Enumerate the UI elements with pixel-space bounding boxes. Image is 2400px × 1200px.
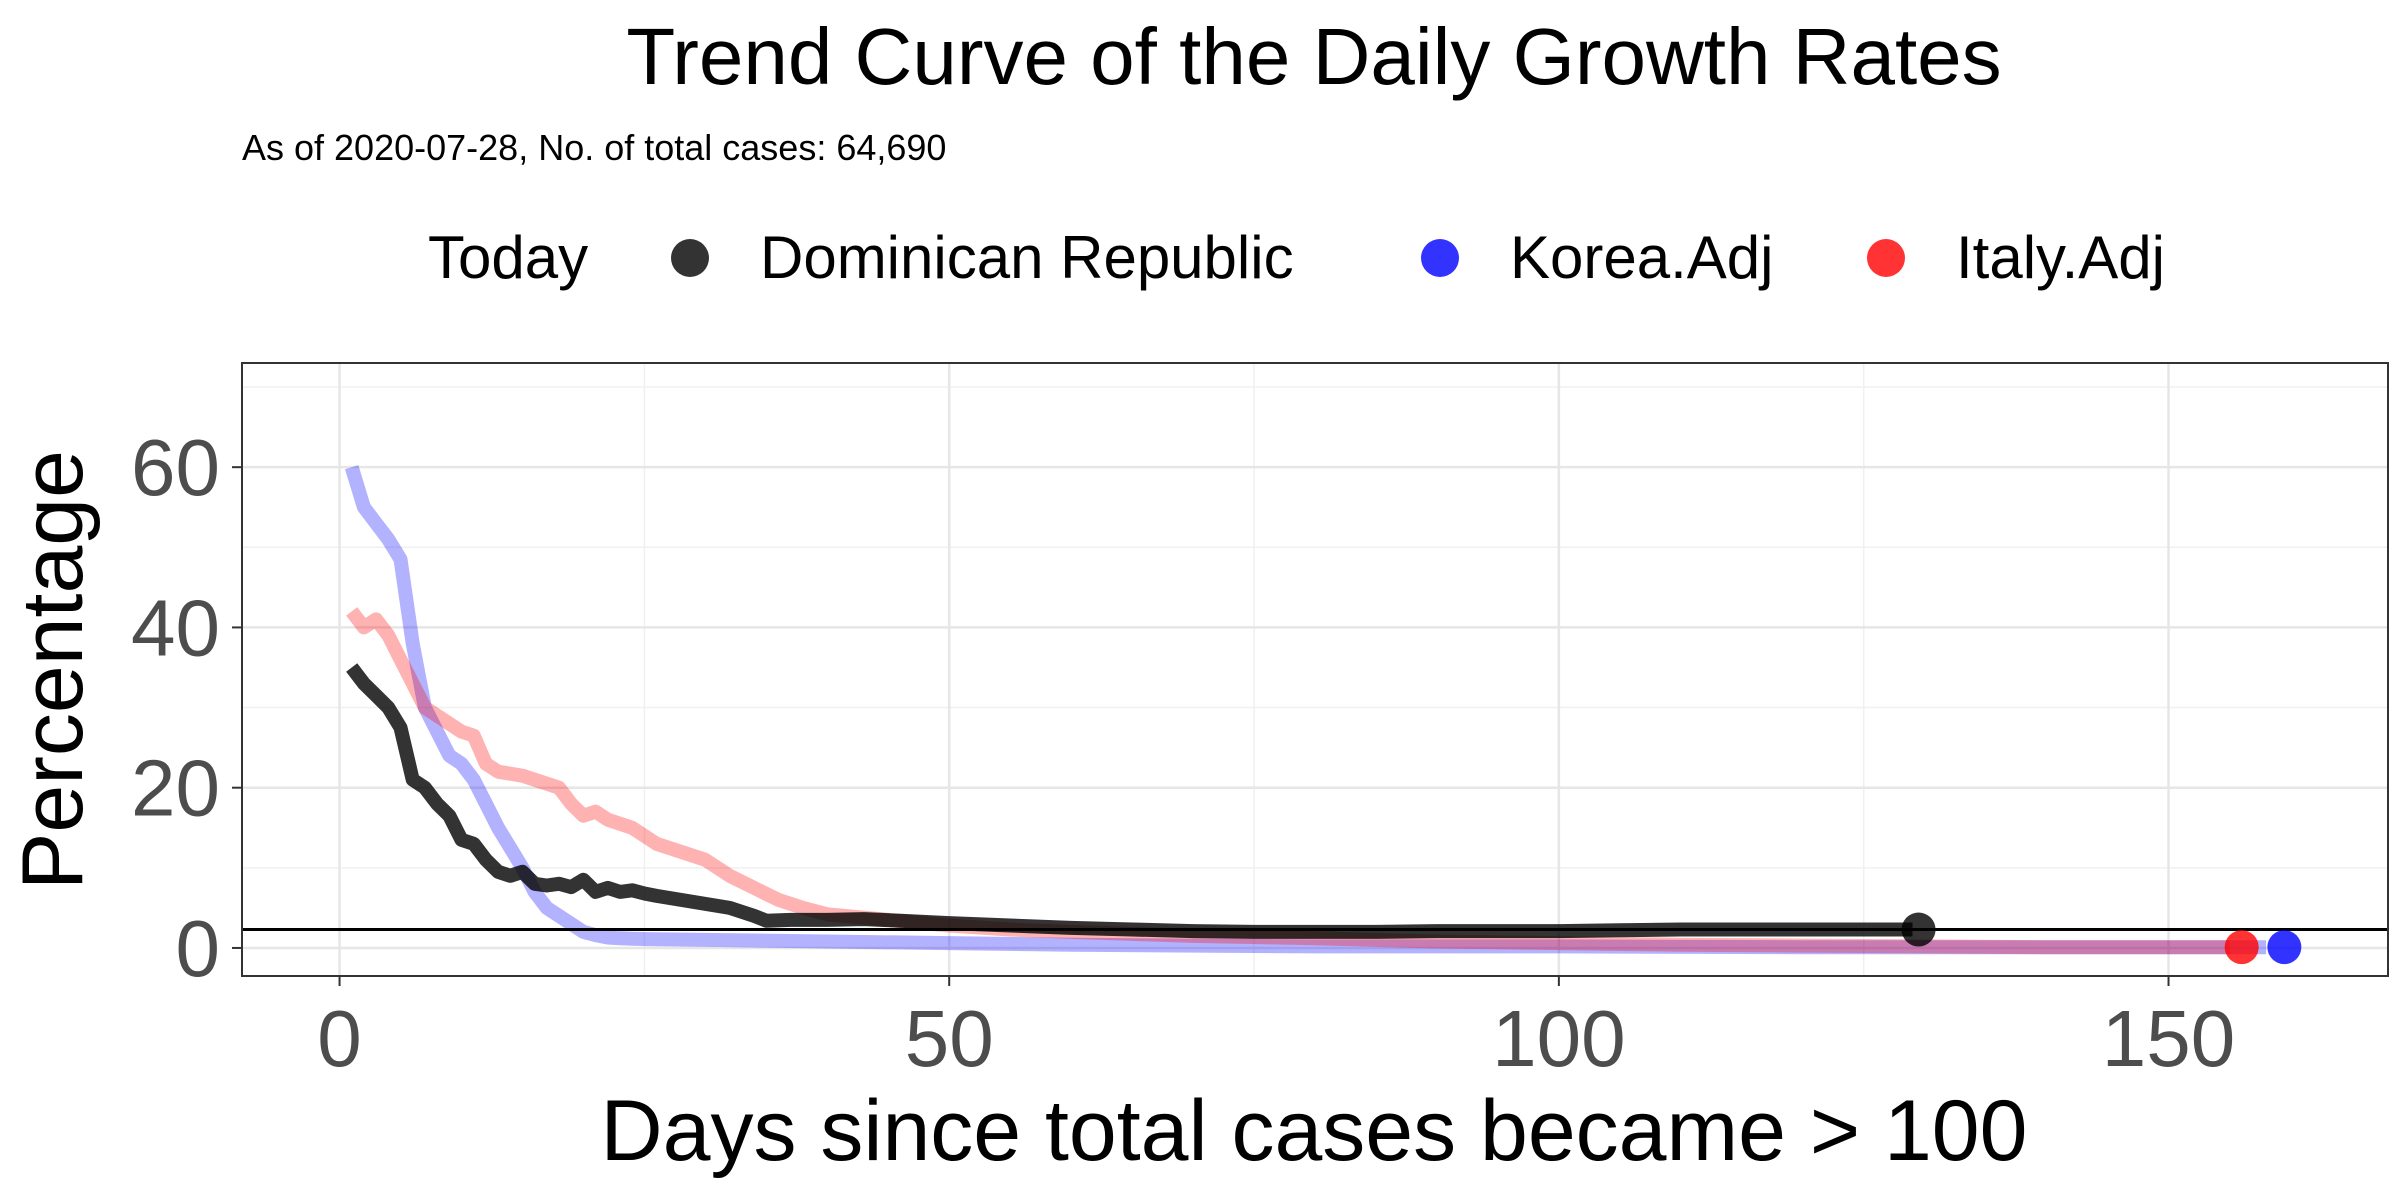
legend-label-italy-adj: Italy.Adj (1956, 224, 2165, 291)
y-tick-label: 0 (176, 904, 221, 993)
legend: Today Dominican Republic Korea.Adj Italy.A… (428, 224, 2165, 291)
x-tick-label: 0 (317, 994, 362, 1083)
x-tick-label: 50 (905, 994, 994, 1083)
y-tick-label: 20 (131, 744, 220, 833)
today-point-dominican-republic (1901, 912, 1936, 947)
x-tick-label: 150 (2102, 994, 2235, 1083)
series-line-korea-adj (345, 465, 2267, 955)
legend-title: Today (428, 224, 588, 291)
chart-title: Trend Curve of the Daily Growth Rates (626, 12, 2001, 101)
today-point-korea-adj (2267, 930, 2302, 965)
x-axis-title: Days since total cases became > 100 (601, 1083, 2028, 1179)
legend-label-dominican-republic: Dominican Republic (760, 224, 1294, 291)
plot-border (241, 362, 2389, 977)
x-tick-label: 100 (1492, 994, 1625, 1083)
legend-key-italy-adj (1867, 239, 1905, 277)
legend-key-dominican-republic (671, 239, 709, 277)
plot-area: 0 50 100 150 0 20 40 60 (131, 362, 2389, 1083)
today-point-italy-adj (2224, 930, 2259, 965)
y-tick-label: 40 (131, 583, 220, 672)
y-tick-label: 60 (131, 423, 220, 512)
y-axis-title: Percentage (5, 450, 101, 890)
series-line-dominican-republic (346, 663, 1913, 939)
legend-key-korea-adj (1421, 239, 1459, 277)
chart-subtitle: As of 2020-07-28, No. of total cases: 64… (242, 127, 946, 168)
legend-label-korea-adj: Korea.Adj (1510, 224, 1774, 291)
